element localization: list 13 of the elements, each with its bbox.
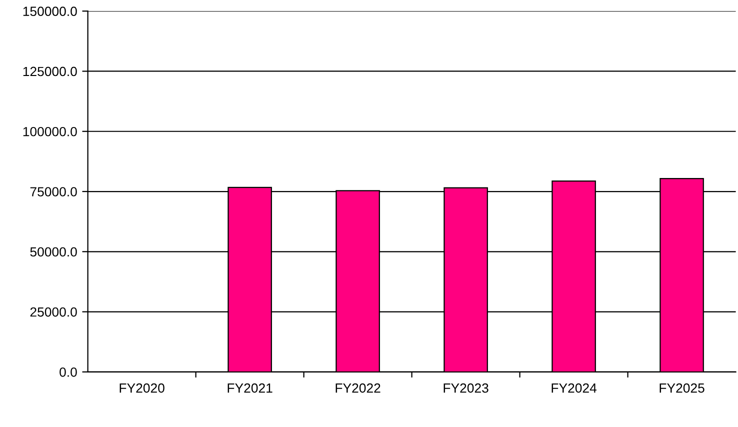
x-tick-label: FY2023 (444, 383, 488, 393)
y-tick-label: 75000.0 (30, 187, 77, 196)
x-tick-label: FY2025 (660, 383, 704, 393)
y-tick-label: 25000.0 (30, 307, 77, 317)
x-tick-label: FY2024 (552, 383, 597, 393)
y-tick-label: 100000.0 (23, 126, 77, 136)
x-tick-label: FY2020 (120, 383, 164, 393)
x-tick-label: FY2022 (336, 383, 380, 393)
y-tick-label: 125000.0 (23, 66, 77, 76)
y-tick-label: 0.0 (60, 367, 77, 377)
y-tick-label: 150000.0 (23, 6, 77, 16)
x-tick-label: FY2021 (228, 383, 272, 393)
y-tick-label: 50000.0 (30, 247, 77, 257)
